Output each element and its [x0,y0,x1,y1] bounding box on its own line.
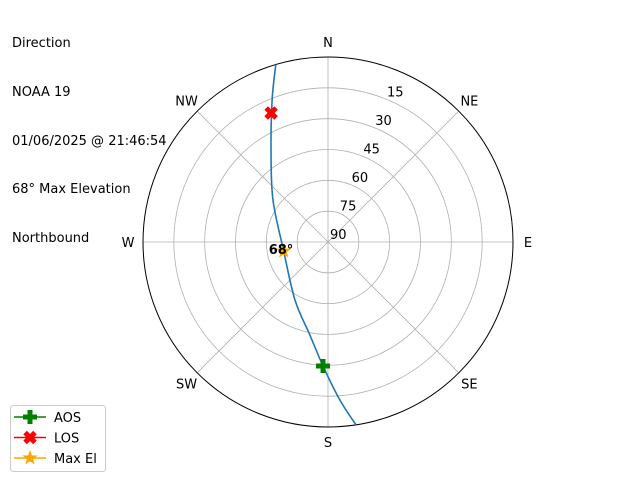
grid-spoke [327,110,460,243]
radial-tick-label-60: 60 [352,171,369,186]
direction-label-nw: NW [175,95,198,110]
radial-tick-label-90: 90 [330,228,347,243]
title-line-max-elevation: 68° Max Elevation [12,182,131,198]
radial-tick-label-45: 45 [363,143,380,158]
legend-marker-icon-stroke [23,430,37,445]
legend-label: Max El [54,452,97,467]
legend-marker-icon [22,450,38,465]
marker-aos [316,359,331,374]
direction-label-sw: SW [176,377,197,392]
legend-label: AOS [54,411,81,426]
marker-max-el [276,243,292,258]
direction-label-w: W [122,236,135,251]
direction-label-se: SE [461,377,477,392]
chart-title: Direction NOAA 19 01/06/2025 @ 21:46:54 … [12,4,167,279]
polar-frame [142,56,514,428]
marker-los [264,106,278,120]
satellite-track-line [270,64,357,426]
title-line-heading: Northbound [12,230,90,246]
title-line-direction: Direction [12,36,71,52]
direction-label-e: E [524,236,532,251]
title-line-datetime: 01/06/2025 @ 21:46:54 [12,133,167,149]
direction-label-n: N [323,36,333,51]
title-line-satellite: NOAA 19 [12,85,71,101]
legend-frame [10,405,106,472]
max-elevation-annotation: 68° [269,243,294,258]
legend: AOS LOS Max El [10,405,106,472]
marker-los-stroke [264,106,278,120]
radial-tick-label-15: 15 [387,86,404,101]
radial-tick-label-75: 75 [340,200,357,215]
legend-marker-icon [23,410,37,424]
grid-spoke [327,241,460,374]
radial-tick-label-30: 30 [375,114,392,129]
legend-label: LOS [54,432,79,447]
grid-spoke [196,241,329,374]
legend-marker-icon [23,430,37,445]
grid-spoke [196,110,329,243]
direction-label-s: S [324,436,332,451]
direction-label-ne: NE [460,95,478,110]
